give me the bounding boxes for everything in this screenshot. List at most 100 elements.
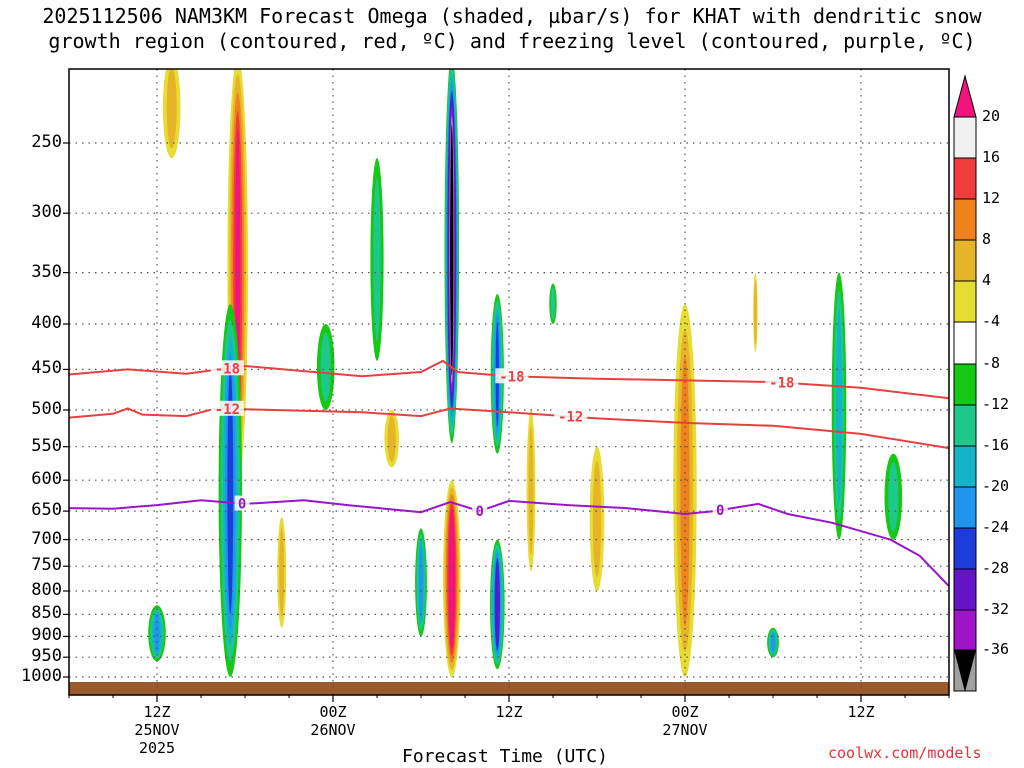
- ground-below-surface: [69, 682, 949, 695]
- colorbar-label: -8: [982, 354, 1001, 372]
- omega-cell-19-level: [279, 527, 285, 618]
- colorbar-bin: [953, 568, 977, 611]
- xtick-label: 00Z: [319, 703, 347, 721]
- colorbar-bin: [953, 116, 977, 159]
- xtick-label: 12Z: [816, 703, 906, 721]
- colorbar-label: 4: [982, 271, 992, 289]
- ytick-label-650: 650: [31, 500, 62, 521]
- contour-label-bg: [210, 400, 244, 416]
- omega-cell-7-level: [154, 614, 160, 653]
- xtick-sub1: 25NOV: [134, 721, 180, 739]
- colorbar-label: 16: [982, 148, 1001, 166]
- ytick-label-250: 250: [31, 132, 62, 152]
- omega-cell-13-level: [771, 632, 775, 653]
- omega-cell-9-level: [373, 177, 381, 341]
- chart-title: 2025112506 NAM3KM Forecast Omega (shaded…: [0, 4, 1024, 54]
- colorbar-bin: [953, 486, 977, 529]
- colorbar-bin: [953, 157, 977, 200]
- xtick-label: 00Z 27NOV: [640, 703, 730, 739]
- colorbar-bin: [953, 609, 977, 651]
- x-axis-title: Forecast Time (UTC): [402, 746, 608, 767]
- colorbar-label: 12: [982, 189, 1001, 207]
- omega-cell-17-level: [387, 415, 396, 462]
- contour--12: [69, 407, 949, 450]
- contour-label-bg: [712, 502, 728, 518]
- omega-cell-11-level: [680, 355, 690, 627]
- colorbar-bin: [953, 280, 977, 323]
- contour-label-0: 0: [716, 503, 724, 519]
- colorbar-label: -16: [982, 436, 1010, 454]
- ytick-label-900: 900: [31, 625, 62, 646]
- colorbar-bin: [953, 321, 977, 365]
- site-credit: coolwx.com/models: [828, 744, 982, 762]
- colorbar-label: 8: [982, 230, 992, 248]
- xtick-label: 12Z 25NOV 2025: [112, 703, 202, 757]
- ytick-label-350: 350: [31, 261, 62, 282]
- colorbar-bin: [953, 239, 977, 282]
- contour-label--12: -12: [558, 410, 583, 426]
- ytick-label-450: 450: [31, 358, 62, 379]
- contour-label-0: 0: [238, 497, 246, 513]
- colorbar-bin: [953, 404, 977, 447]
- omega-cell-5-level: [495, 562, 499, 647]
- ytick-label-400: 400: [31, 313, 62, 333]
- contour-label--18: -18: [499, 369, 524, 385]
- contour--18: [69, 359, 949, 400]
- ytick-label-700: 700: [31, 528, 62, 549]
- ytick-label-1000: 1000: [21, 666, 62, 686]
- colorbar-label: -28: [982, 559, 1010, 577]
- omega-cell-10-level: [550, 287, 556, 321]
- contour-label-bg: [495, 368, 529, 384]
- omega-cell-12-level: [592, 460, 602, 577]
- temperature-contours: -18 -18 -18 -12 -12 0 0 0: [69, 359, 949, 587]
- omega-cell-3-level: [450, 515, 454, 642]
- contour-label-bg: [472, 503, 488, 519]
- contour-label--18: -18: [769, 376, 794, 392]
- xtick-label: 12Z: [143, 703, 171, 721]
- xtick-label: 12Z: [847, 703, 875, 721]
- omega-cell-2-level: [450, 132, 454, 368]
- axis-ticks: [63, 142, 950, 702]
- colorbar-label: 20: [982, 107, 1001, 125]
- omega-cell-20-level: [528, 425, 534, 556]
- chart-title-line2: growth region (contoured, red, ºC) and f…: [48, 29, 976, 53]
- contour-label--12: -12: [215, 402, 240, 418]
- colorbar-label: -32: [982, 600, 1010, 618]
- ytick-label-300: 300: [31, 202, 62, 223]
- xtick-label: 12Z: [464, 703, 554, 721]
- omega-cell-18-level: [753, 280, 757, 345]
- colorbar-label: -12: [982, 395, 1010, 413]
- colorbar-bin: [953, 445, 977, 488]
- ytick-label-950: 950: [31, 646, 62, 667]
- xtick-sub2: 2025: [138, 739, 176, 757]
- colorbar-bottom-arrow: [954, 650, 976, 692]
- contour-0: [69, 499, 949, 587]
- omega-colorbar: [953, 74, 977, 692]
- colorbar-bin: [953, 363, 977, 406]
- ytick-label-600: 600: [31, 469, 62, 490]
- xtick-label: 00Z 26NOV: [288, 703, 378, 739]
- omega-cell-8-level: [320, 332, 331, 402]
- ytick-label-850: 850: [31, 603, 62, 624]
- omega-cell-1-level: [227, 367, 234, 614]
- colorbar-label: -20: [982, 477, 1010, 495]
- xtick-sub1: 27NOV: [662, 721, 708, 739]
- omega-cell-14-level: [836, 309, 842, 504]
- xtick-label: 12Z: [495, 703, 523, 721]
- contour-label-bg: [210, 360, 244, 376]
- contour-label-bg: [765, 374, 799, 390]
- xtick-label: 00Z: [671, 703, 699, 721]
- colorbar-label: -24: [982, 518, 1010, 536]
- omega-shading: [148, 69, 903, 677]
- ytick-label-500: 500: [31, 399, 62, 419]
- colorbar-top-arrow: [953, 74, 977, 118]
- colorbar-label: -4: [982, 312, 1001, 330]
- contour-label-0: 0: [475, 504, 483, 520]
- colorbar-label: -36: [982, 640, 1010, 658]
- ytick-label-750: 750: [31, 555, 62, 576]
- chart-title-line1: 2025112506 NAM3KM Forecast Omega (shaded…: [42, 4, 982, 28]
- omega-cell-6-level: [419, 545, 423, 620]
- xtick-sub1: 26NOV: [310, 721, 356, 739]
- colorbar-bin: [953, 527, 977, 570]
